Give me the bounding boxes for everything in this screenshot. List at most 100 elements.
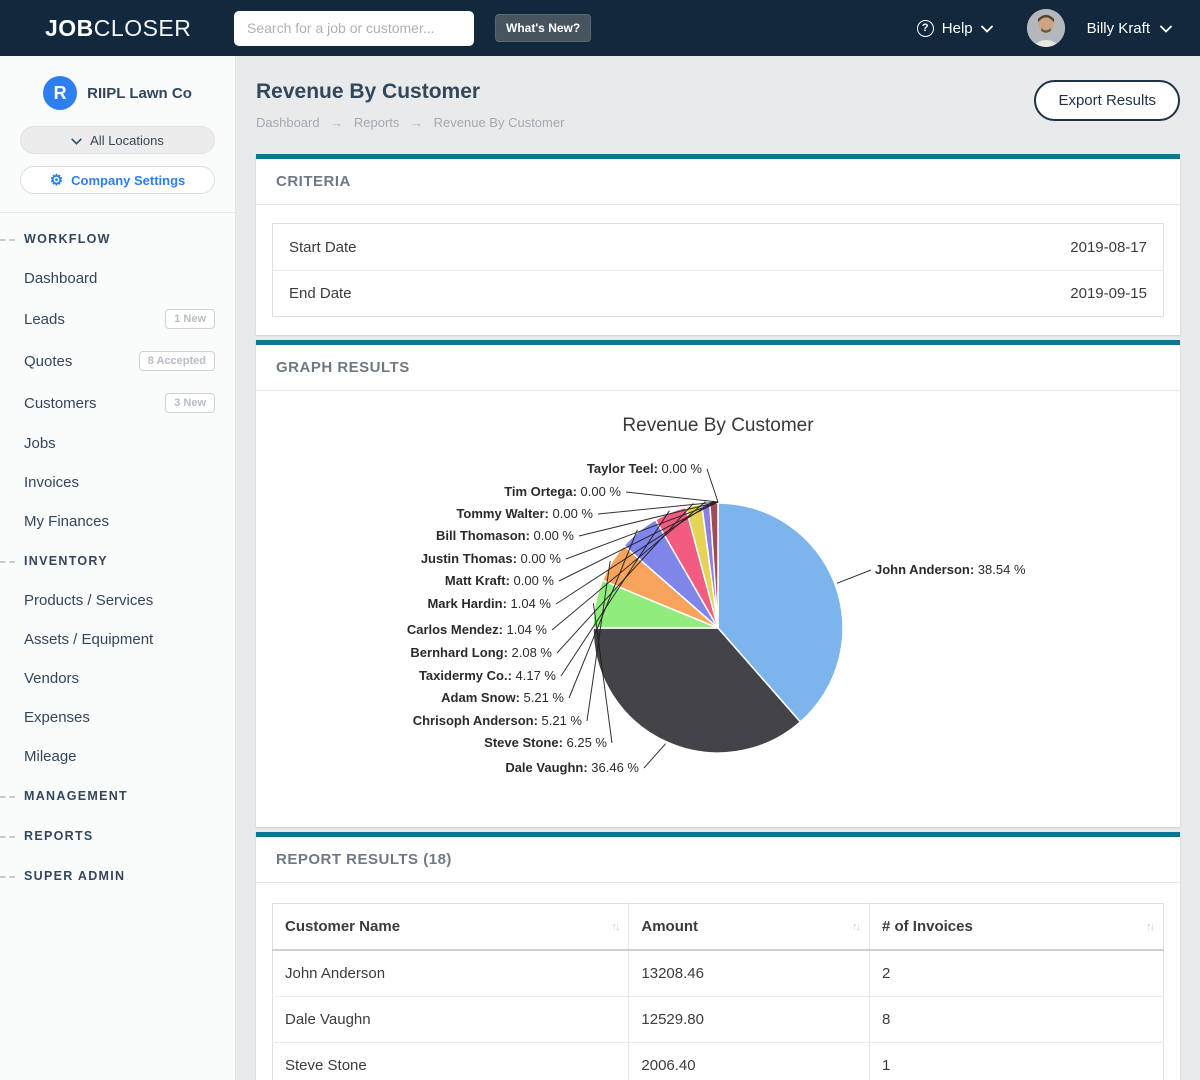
company-row: R RIIPL Lawn Co	[20, 72, 215, 114]
table-row: Dale Vaughn 12529.80 8	[272, 996, 1164, 1043]
pie-slice[interactable]	[717, 502, 844, 724]
table-cell: Dale Vaughn	[272, 996, 630, 1043]
pie-label: John Anderson: 38.54 %	[875, 562, 1026, 577]
all-locations-label: All Locations	[90, 132, 164, 148]
all-locations-selector[interactable]: All Locations	[20, 126, 215, 154]
table-cell: Steve Stone	[272, 1042, 630, 1080]
help-menu[interactable]: ? Help	[916, 19, 993, 37]
sidebar-item-dashboard[interactable]: Dashboard	[0, 259, 235, 298]
pie-label: Steve Stone: 6.25 %	[484, 735, 607, 750]
sidebar-item-label: Customers	[24, 394, 97, 412]
sidebar-section-workflow[interactable]: WORKFLOW	[0, 219, 235, 259]
pie-label-line	[560, 510, 670, 677]
topbar-right: ? Help Billy Kraft	[916, 9, 1200, 47]
sidebar-item-expenses[interactable]: Expenses	[0, 698, 235, 737]
sidebar-item-assets-equipment[interactable]: Assets / Equipment	[0, 620, 235, 659]
sidebar-item-my-finances[interactable]: My Finances	[0, 502, 235, 541]
whats-new-button[interactable]: What's New?	[495, 14, 592, 42]
status-badge: 8 Accepted	[138, 351, 215, 371]
pie-label: Bernhard Long: 2.08 %	[410, 645, 552, 660]
breadcrumb-arrow-icon: →	[410, 115, 424, 130]
pie-label-line	[578, 501, 719, 537]
breadcrumb-arrow-icon: →	[330, 115, 344, 130]
sidebar-nav: WORKFLOW Dashboard Leads 1 New Quotes 8 Accep…	[0, 213, 235, 896]
help-label: Help	[941, 19, 973, 37]
company-settings-label: Company Settings	[71, 172, 186, 188]
avatar	[1026, 9, 1065, 47]
sidebar-item-jobs[interactable]: Jobs	[0, 424, 235, 463]
table-row: Steve Stone 2006.40 1	[272, 1042, 1164, 1080]
report-body: Customer Name ↑↓ Amount ↑↓ # of Invoices ↑↓ J…	[256, 883, 1180, 1080]
pie-label-line	[597, 501, 719, 515]
company-logo: R	[43, 76, 78, 110]
sidebar-item-invoices[interactable]: Invoices	[0, 463, 235, 502]
app-logo[interactable]: JOBCLOSER	[0, 15, 235, 42]
status-badge: 1 New	[165, 309, 215, 329]
sidebar-item-label: Vendors	[24, 670, 80, 687]
pie-label-line	[836, 569, 872, 584]
sidebar-item-customers[interactable]: Customers 3 New	[0, 382, 235, 424]
sidebar-item-label: My Finances	[24, 513, 110, 530]
criteria-row-start-date: Start Date 2019-08-17	[273, 224, 1163, 270]
column-header-customer-name[interactable]: Customer Name ↑↓	[272, 903, 630, 951]
chart-title: Revenue By Customer	[622, 415, 814, 436]
table-cell: 2006.40	[628, 1042, 870, 1080]
pie-label-line	[551, 501, 706, 631]
company-name: RIIPL Lawn Co	[87, 84, 192, 102]
sidebar-item-label: Assets / Equipment	[24, 631, 154, 648]
export-results-button[interactable]: Export Results	[1034, 80, 1180, 121]
column-header-amount[interactable]: Amount ↑↓	[628, 903, 870, 951]
sidebar-section-reports[interactable]: REPORTS	[0, 816, 235, 856]
sidebar-item-label: Products / Services	[24, 592, 154, 609]
logo-bold: JOB	[45, 14, 94, 41]
sidebar-section-super-admin[interactable]: SUPER ADMIN	[0, 856, 235, 896]
pie-label: Carlos Mendez: 1.04 %	[407, 622, 548, 637]
sidebar-item-label: Jobs	[24, 435, 56, 452]
report-table: Customer Name ↑↓ Amount ↑↓ # of Invoices ↑↓ J…	[272, 903, 1164, 1080]
criteria-value: 2019-09-15	[1070, 285, 1147, 302]
sidebar-item-vendors[interactable]: Vendors	[0, 659, 235, 698]
pie-label: Justin Thomas: 0.00 %	[421, 551, 562, 566]
sort-icon: ↑↓	[1146, 920, 1155, 933]
report-section-title: REPORT RESULTS (18)	[256, 837, 1180, 883]
table-cell: 1	[869, 1042, 1164, 1080]
status-badge: 3 New	[165, 393, 215, 413]
page-header: Revenue By Customer Dashboard → Reports …	[256, 80, 1180, 130]
user-menu[interactable]: Billy Kraft	[1026, 9, 1172, 47]
pie-label-line	[568, 529, 638, 699]
user-name: Billy Kraft	[1086, 19, 1150, 37]
criteria-card: CRITERIA Start Date 2019-08-17 End Date …	[256, 154, 1180, 335]
sidebar-item-label: Mileage	[24, 748, 77, 765]
company-settings-button[interactable]: ⚙ Company Settings	[20, 166, 215, 194]
pie-label: Adam Snow: 5.21 %	[441, 690, 564, 705]
table-cell: 13208.46	[628, 949, 870, 997]
sidebar-section-management[interactable]: MANAGEMENT	[0, 776, 235, 816]
chevron-down-icon	[71, 133, 82, 148]
sidebar-item-mileage[interactable]: Mileage	[0, 737, 235, 776]
sort-icon: ↑↓	[611, 920, 620, 933]
company-block: R RIIPL Lawn Co All Locations ⚙ Company …	[0, 56, 235, 213]
pie-label-line	[706, 468, 719, 503]
pie-label: Chrisoph Anderson: 5.21 %	[413, 713, 583, 728]
breadcrumb: Dashboard → Reports → Revenue By Custome…	[256, 115, 564, 130]
sidebar-item-quotes[interactable]: Quotes 8 Accepted	[0, 340, 235, 382]
pie-slice[interactable]	[592, 627, 802, 754]
pie-label-line	[555, 500, 715, 605]
breadcrumb-item-dashboard[interactable]: Dashboard	[256, 115, 320, 130]
criteria-body: Start Date 2019-08-17 End Date 2019-09-1…	[256, 205, 1180, 335]
logo-light: CLOSER	[93, 14, 192, 41]
report-card: REPORT RESULTS (18) Customer Name ↑↓ Amoun…	[256, 832, 1180, 1080]
sidebar-item-leads[interactable]: Leads 1 New	[0, 298, 235, 340]
pie-label: Matt Kraft: 0.00 %	[445, 573, 555, 588]
criteria-value: 2019-08-17	[1070, 238, 1147, 256]
criteria-label: Start Date	[289, 238, 357, 256]
criteria-label: End Date	[289, 285, 352, 302]
search-input[interactable]	[234, 10, 474, 46]
sidebar-item-products-services[interactable]: Products / Services	[0, 581, 235, 620]
chart-area: Revenue By Customer Taylor Teel: 0.00 % Ti…	[256, 391, 1180, 827]
criteria-section-title: CRITERIA	[256, 159, 1180, 205]
breadcrumb-item-reports[interactable]: Reports	[353, 115, 400, 130]
column-header--of-invoices[interactable]: # of Invoices ↑↓	[869, 903, 1164, 951]
sidebar-section-inventory[interactable]: INVENTORY	[0, 541, 235, 581]
pie-label-line	[565, 501, 719, 560]
